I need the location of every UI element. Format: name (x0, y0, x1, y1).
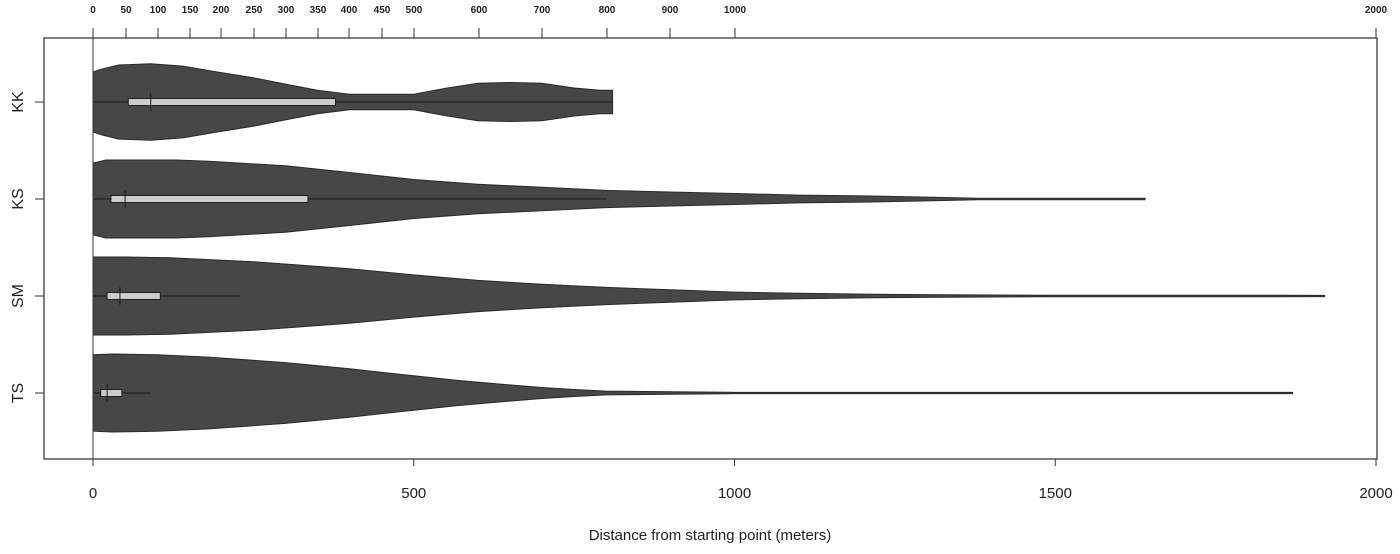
top-tick-label: 300 (278, 5, 295, 16)
top-tick-label: 250 (246, 5, 263, 16)
violin-ks (92, 159, 1146, 239)
bottom-tick-label: 500 (401, 485, 426, 502)
iqr-box-sm (106, 292, 161, 300)
y-axis-categories: KK KS SM TS (10, 91, 44, 403)
category-label-kk: KK (10, 91, 27, 113)
top-tick-label: 400 (341, 5, 358, 16)
bottom-tick-label: 2000 (1359, 485, 1392, 502)
top-tick-label: 2000 (1365, 5, 1388, 16)
top-tick-label: 500 (406, 5, 423, 16)
top-tick-label: 100 (150, 5, 167, 16)
category-label-ks: KS (10, 188, 27, 209)
top-tick-label: 0 (90, 5, 96, 16)
violin-sm (92, 256, 1326, 336)
category-label-sm: SM (10, 284, 27, 308)
iqr-box-ks (110, 195, 309, 203)
bottom-tick-label: 0 (89, 485, 97, 502)
x-axis-top: 0 50 100 150 200 250 300 350 400 450 500 600 700 800 9… (90, 5, 1388, 38)
violin-ts (92, 353, 1294, 433)
top-tick-label: 800 (599, 5, 616, 16)
bottom-tick-label: 1000 (718, 485, 751, 502)
bottom-tick-label: 1500 (1039, 485, 1072, 502)
iqr-box-ts (100, 389, 123, 397)
top-tick-label: 200 (213, 5, 230, 16)
top-tick-label: 1000 (724, 5, 747, 16)
top-tick-label: 150 (182, 5, 199, 16)
top-tick-label: 900 (662, 5, 679, 16)
violins-layer (92, 63, 1326, 433)
top-tick-label: 50 (120, 5, 132, 16)
top-tick-label: 600 (471, 5, 488, 16)
top-tick-label: 700 (534, 5, 551, 16)
x-axis-title: Distance from starting point (meters) (589, 527, 832, 544)
top-tick-label: 450 (374, 5, 391, 16)
iqr-box-kk (127, 98, 336, 106)
top-tick-label: 350 (310, 5, 327, 16)
x-axis-bottom: 0 500 1000 1500 2000 (89, 459, 1393, 502)
category-label-ts: TS (10, 383, 27, 403)
boxplots-layer (93, 93, 613, 402)
plot-frame (43, 37, 1378, 460)
